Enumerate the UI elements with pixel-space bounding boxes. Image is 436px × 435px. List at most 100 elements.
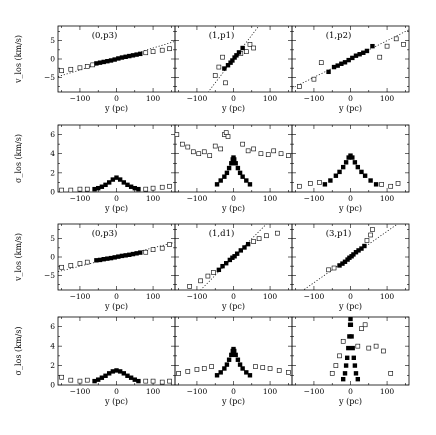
filled-point [242, 245, 247, 250]
filled-point [240, 366, 245, 371]
open-point [243, 49, 249, 54]
x-tick-label: −100 [187, 292, 208, 301]
panel-3-2: −100 0 100 y (pc) [291, 316, 410, 406]
open-point [381, 348, 386, 354]
filled-point [352, 363, 358, 368]
y-axis-label-row-2: v_los (km/s) [14, 233, 23, 282]
panel-frame [57, 124, 176, 193]
filled-point [114, 175, 119, 180]
filled-point [229, 161, 234, 166]
open-point [176, 371, 181, 376]
filled-point [335, 63, 340, 68]
open-point [175, 132, 180, 137]
filled-point [123, 253, 128, 258]
filled-point [128, 184, 134, 189]
panel-1-2: −100 0 100 y (pc) [291, 124, 410, 213]
filled-point [136, 186, 141, 192]
open-point [317, 180, 322, 185]
filled-point [101, 257, 106, 262]
x-tick-label: −100 [187, 194, 208, 203]
x-tick-label: −100 [187, 387, 208, 396]
x-tick-label: −100 [70, 94, 91, 103]
open-point [240, 141, 245, 147]
open-point [275, 230, 280, 236]
x-axis-label: y (pc) [104, 302, 128, 311]
panel-label: (0,p3) [92, 228, 118, 239]
filled-point [351, 355, 356, 360]
x-tick-label: 0 [114, 94, 119, 103]
x-axis-label: y (pc) [338, 397, 362, 406]
filled-point [222, 66, 227, 71]
filled-point [127, 53, 132, 59]
filled-point [132, 185, 137, 191]
filled-point [349, 334, 354, 339]
panel-0-1: −100 0 100 y (pc) (1,p1) [174, 25, 293, 113]
filled-point [364, 48, 370, 54]
open-point [318, 60, 324, 65]
x-axis-label: y (pc) [221, 302, 245, 311]
filled-point [230, 58, 235, 63]
open-point [209, 364, 214, 369]
open-point [276, 368, 282, 373]
y-axis-label-row-3: σ_los (km/s) [14, 327, 23, 376]
filled-point [92, 378, 97, 384]
open-point [265, 152, 271, 157]
filled-point [103, 182, 108, 188]
filled-point [121, 180, 127, 185]
filled-point [97, 257, 103, 263]
filled-point [346, 345, 351, 351]
x-tick-label: 100 [263, 194, 278, 203]
open-point [167, 183, 172, 189]
x-tick-label: 100 [146, 94, 161, 103]
y-tick-label: −5 [44, 73, 55, 82]
open-point [245, 148, 251, 154]
open-point [286, 370, 291, 375]
y-tick-label: 0 [50, 55, 55, 64]
filled-point [224, 170, 230, 176]
open-point [150, 49, 156, 54]
open-point [337, 353, 342, 359]
open-point [260, 365, 266, 370]
open-point [368, 232, 373, 238]
x-tick-label: 100 [380, 292, 395, 301]
filled-point [220, 263, 225, 269]
open-point [362, 322, 368, 328]
x-tick-label: −100 [304, 94, 325, 103]
x-tick-label: 0 [348, 94, 353, 103]
x-tick-label: 0 [114, 194, 119, 203]
filled-point [216, 267, 222, 273]
filled-point [225, 63, 231, 68]
filled-point [101, 59, 106, 65]
open-point [201, 366, 207, 371]
filled-point [350, 155, 355, 160]
filled-point [359, 169, 364, 175]
x-tick-label: 0 [231, 292, 236, 301]
filled-point [350, 345, 355, 351]
filled-point [119, 253, 125, 259]
open-point [143, 50, 149, 56]
y-axis-label-row-1: σ_los (km/s) [14, 134, 23, 183]
filled-point [348, 317, 353, 322]
open-point [218, 146, 224, 152]
panel-label: (1,p2) [326, 30, 352, 41]
filled-point [351, 252, 356, 257]
filled-point [105, 59, 110, 64]
filled-point [136, 378, 141, 384]
filled-point [116, 254, 121, 259]
open-point [90, 62, 96, 68]
filled-point [236, 50, 242, 55]
open-point [370, 227, 375, 232]
filled-point [130, 251, 136, 257]
open-point [180, 141, 185, 147]
filled-point [350, 55, 355, 61]
open-point [256, 236, 262, 241]
filled-point [138, 250, 143, 255]
open-point [212, 73, 218, 78]
filled-point [232, 157, 237, 162]
x-tick-label: 100 [380, 387, 395, 396]
filled-point [235, 357, 241, 362]
open-point [359, 326, 364, 331]
x-tick-label: −100 [70, 194, 91, 203]
open-point [297, 84, 302, 89]
filled-point [342, 371, 348, 376]
